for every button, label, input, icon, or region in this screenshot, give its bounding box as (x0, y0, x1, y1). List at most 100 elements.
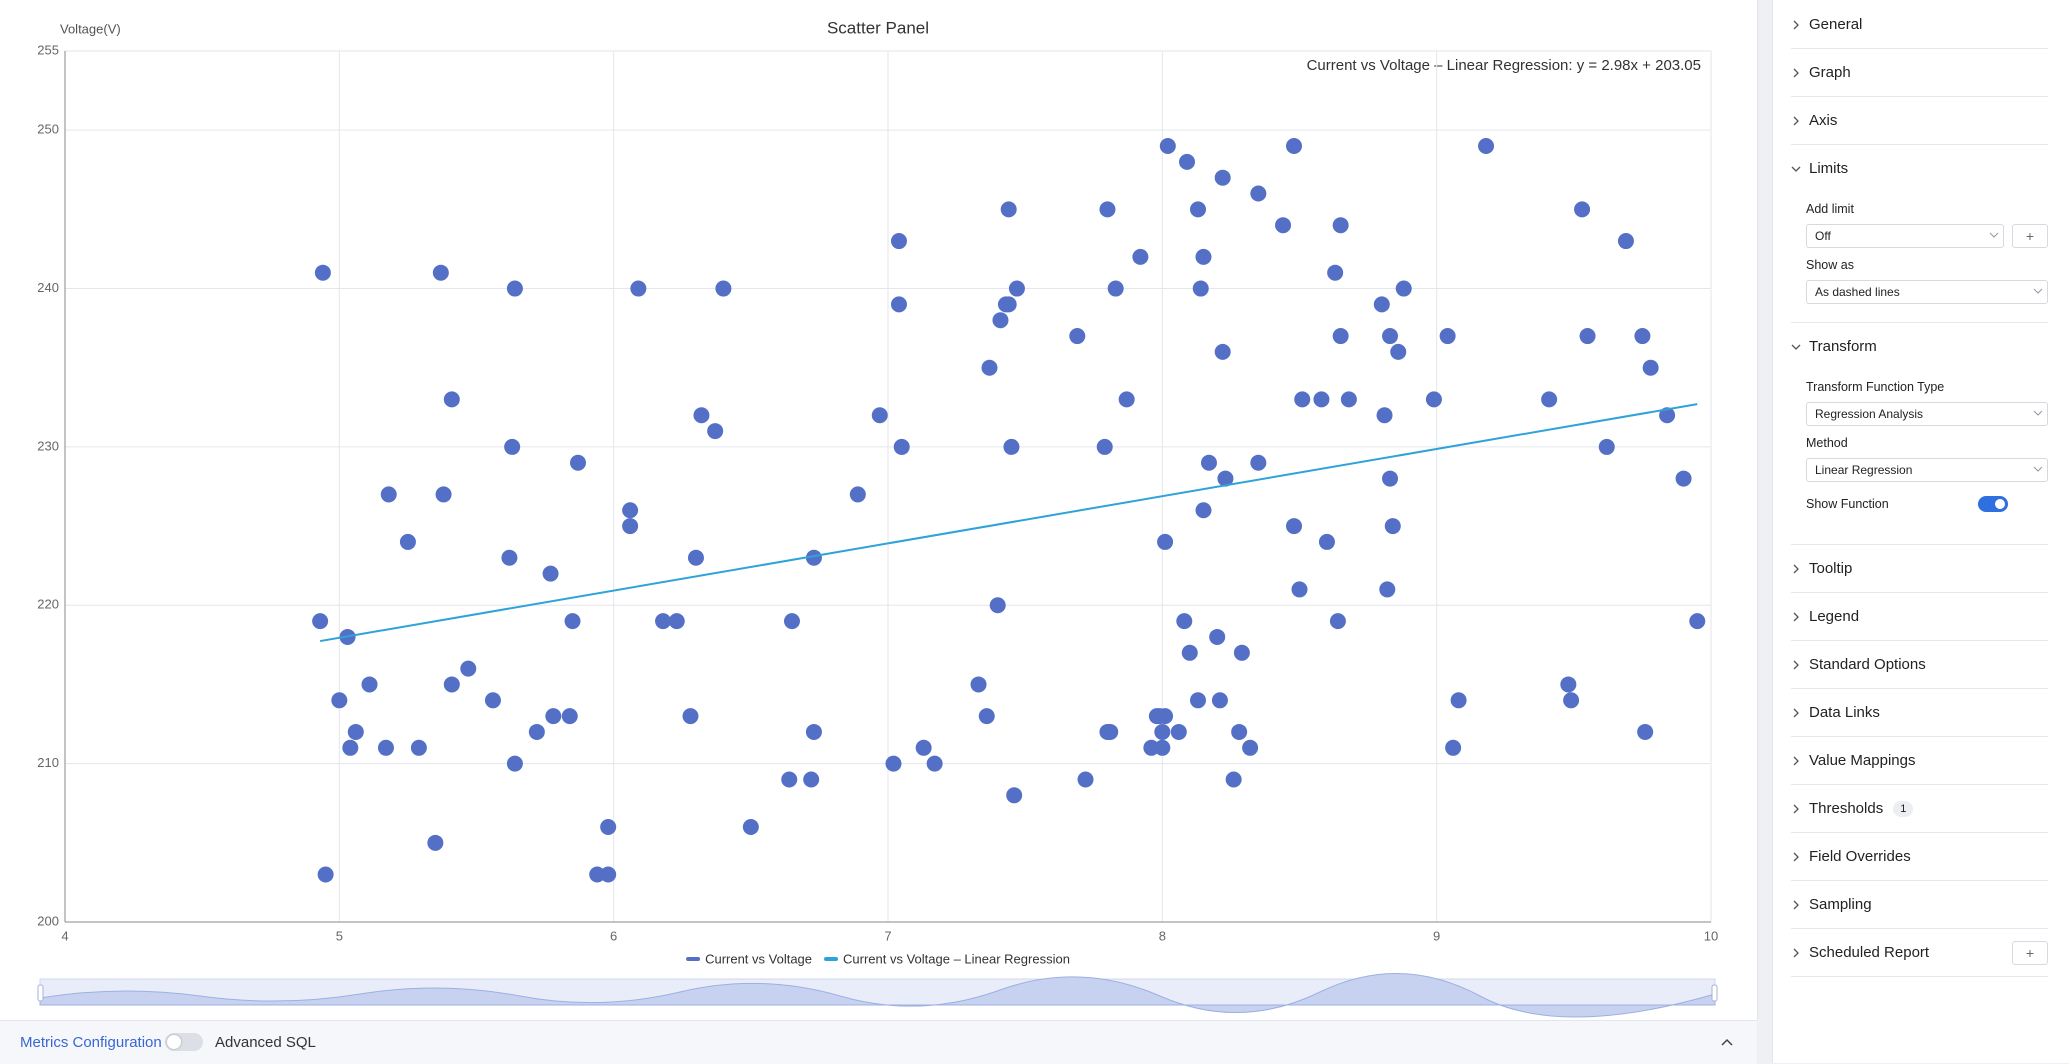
point (1159, 138, 1176, 155)
section-header[interactable]: Field Overrides (1791, 833, 2048, 880)
toggle[interactable] (165, 1033, 203, 1051)
point (1250, 185, 1267, 202)
point (1099, 201, 1116, 218)
switch[interactable] (1978, 496, 2008, 512)
point (1376, 407, 1393, 424)
section: Transform Transform Function Type Regressi… (1791, 323, 2048, 545)
point (1000, 296, 1017, 313)
point (1154, 739, 1171, 756)
field-row: Regression Analysis (1791, 402, 2048, 426)
point (564, 613, 581, 630)
section-header[interactable]: Transform (1791, 323, 2048, 370)
point (1379, 581, 1396, 598)
point (317, 866, 334, 883)
point (1574, 201, 1591, 218)
section-header[interactable]: Sampling (1791, 881, 2048, 928)
point (1445, 739, 1462, 756)
point (1181, 644, 1198, 661)
field-label: Show as (1806, 258, 1854, 272)
point (460, 660, 477, 677)
sidebar: General Graph Axis Limits Add limit Off + Show … (1772, 0, 2069, 1063)
point (443, 391, 460, 408)
point (1675, 470, 1692, 487)
tab[interactable]: Metrics Configuration (20, 1034, 162, 1051)
section-title: Data Links (1809, 704, 1880, 721)
add-button[interactable]: + (2012, 224, 2048, 248)
section: General (1791, 1, 2048, 49)
point (1598, 438, 1615, 455)
section-header[interactable]: Data Links (1791, 689, 2048, 736)
section-header[interactable]: General (1791, 1, 2048, 48)
select[interactable]: Linear Regression (1806, 458, 2048, 482)
point (1689, 613, 1706, 630)
section-header[interactable]: Value Mappings (1791, 737, 2048, 784)
section-header[interactable]: Axis (1791, 97, 2048, 144)
point (342, 739, 359, 756)
point (1390, 343, 1407, 360)
point (668, 613, 685, 630)
regression-line (319, 403, 1698, 643)
select-value: Linear Regression (1815, 463, 1913, 477)
field-row: Show Function (1806, 496, 2008, 512)
section: Scheduled Report + (1791, 929, 2048, 977)
section-body: Add limit Off + Show as As dashed lines (1791, 202, 2048, 322)
chart-title: Scatter Panel (827, 18, 929, 37)
point (506, 280, 523, 297)
point (715, 280, 732, 297)
point (682, 708, 699, 725)
section: Legend (1791, 593, 2048, 641)
field-label: Method (1806, 436, 1848, 450)
point (783, 613, 800, 630)
section-header[interactable]: Graph (1791, 49, 2048, 96)
add-button[interactable]: + (2012, 940, 2048, 965)
point (1395, 280, 1412, 297)
y-tick-label: 230 (37, 438, 59, 453)
point (1563, 692, 1580, 709)
section-title: Thresholds (1809, 800, 1884, 817)
bottom-bar: Metrics Configuration Advanced SQL (0, 1020, 1757, 1064)
section: Standard Options (1791, 641, 2048, 689)
point (1132, 248, 1149, 265)
section-header[interactable]: Limits (1791, 145, 2048, 192)
section-header[interactable]: Standard Options (1791, 641, 2048, 688)
point (693, 407, 710, 424)
section-title: Standard Options (1809, 656, 1926, 673)
point (501, 549, 518, 566)
point (871, 407, 888, 424)
select-value: Regression Analysis (1815, 407, 1924, 421)
point (655, 613, 672, 630)
select[interactable]: Regression Analysis (1806, 402, 2048, 426)
section-title: Tooltip (1809, 560, 1853, 577)
annotation: Current vs Voltage – Linear Regression: … (1307, 57, 1701, 74)
section: Value Mappings (1791, 737, 2048, 785)
section-header[interactable]: Tooltip (1791, 545, 2048, 592)
data-zoom[interactable] (37, 973, 1718, 1018)
point (380, 486, 397, 503)
point (435, 486, 452, 503)
chevron (1793, 660, 1799, 669)
point (1157, 708, 1174, 725)
point (1233, 644, 1250, 661)
field-label: Show Function (1806, 497, 1889, 511)
section-header[interactable]: Thresholds 1 (1791, 785, 2048, 832)
section-header[interactable]: Legend (1791, 593, 2048, 640)
y-tick-label: 200 (37, 913, 59, 928)
point (781, 771, 798, 788)
section-title: Transform (1809, 338, 1877, 355)
point (1189, 201, 1206, 218)
y-tick-label: 250 (37, 122, 59, 137)
section-header[interactable]: Scheduled Report + (1791, 929, 2048, 976)
point (849, 486, 866, 503)
zoom-handle[interactable] (37, 984, 44, 1002)
point (978, 708, 995, 725)
select[interactable]: Off (1806, 224, 2004, 248)
chevron (1793, 68, 1799, 77)
section: Axis (1791, 97, 2048, 145)
section-title: Value Mappings (1809, 752, 1916, 769)
zoom-handle[interactable] (1711, 984, 1718, 1002)
point (1211, 692, 1228, 709)
section: Sampling (1791, 881, 2048, 929)
collapse-icon[interactable] (1720, 1035, 1734, 1049)
select[interactable]: As dashed lines (1806, 280, 2048, 304)
chevron (1793, 20, 1799, 29)
